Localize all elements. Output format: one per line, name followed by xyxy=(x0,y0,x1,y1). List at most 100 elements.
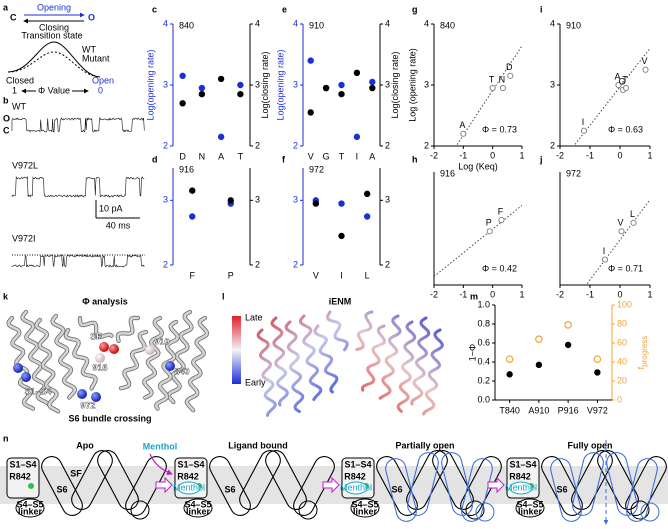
data-point xyxy=(338,81,345,89)
scale-label: 10 pA xyxy=(99,203,123,213)
s6-label: S6 xyxy=(224,484,235,494)
residue-label: S1–S4 xyxy=(24,386,51,396)
helix xyxy=(51,314,77,399)
y-axis-label: Log(opening rate) xyxy=(145,49,155,120)
y2-tick-label: 0 xyxy=(617,394,622,404)
ligand-site xyxy=(509,481,533,495)
pore-helix xyxy=(130,500,150,520)
annotation: 972 xyxy=(566,168,581,178)
linker-label: S4–S5 xyxy=(16,499,43,509)
data-point xyxy=(179,100,186,107)
y-tick-label: 0.2 xyxy=(477,375,490,385)
color-bar-label: Early xyxy=(245,377,266,387)
residue-sphere xyxy=(95,353,105,363)
helix-cylinder xyxy=(209,456,251,516)
panel-letter: n xyxy=(3,433,9,443)
panel-letter: l xyxy=(222,291,225,301)
data-point xyxy=(601,256,609,263)
data-point xyxy=(312,200,320,207)
helix-cylinder xyxy=(239,450,281,510)
data-point xyxy=(217,75,225,83)
current-trace xyxy=(11,254,145,268)
x-tick-label: A xyxy=(369,151,375,161)
data-point xyxy=(338,232,345,240)
helix xyxy=(270,316,289,407)
ligand-site-label: Menthol xyxy=(173,482,205,492)
x-tick-label: L xyxy=(365,270,370,280)
data-point xyxy=(564,321,572,329)
y-tick-label: 3 xyxy=(293,79,298,89)
phi-label: Φ = 0.71 xyxy=(608,263,643,273)
residue-label: SF xyxy=(90,331,102,341)
helix xyxy=(313,324,339,394)
y2-axis-label: Log(closing rate) xyxy=(390,51,400,118)
y-tick-label: 2 xyxy=(550,140,555,150)
stage-title: Ligand bound xyxy=(228,440,287,450)
helix-cylinder xyxy=(125,456,167,516)
y-tick-label: 2 xyxy=(293,140,298,150)
trace-label: WT xyxy=(12,101,26,111)
phi-end: 1 xyxy=(12,85,17,95)
point-label: T xyxy=(622,74,628,84)
annotation: 910 xyxy=(309,20,324,30)
point-label: A xyxy=(614,71,620,81)
color-bar xyxy=(232,316,241,384)
x-tick-label: -1 xyxy=(586,150,594,160)
data-point xyxy=(622,84,630,92)
data-point xyxy=(369,84,376,92)
point-label: T xyxy=(489,74,495,84)
helix-cylinder xyxy=(441,452,473,516)
vsd-label: S1–S4 xyxy=(344,459,371,469)
x-tick-label: V xyxy=(313,270,319,280)
residue-sphere xyxy=(145,345,155,355)
point-label: I xyxy=(603,246,606,256)
data-point xyxy=(507,72,514,79)
data-point xyxy=(369,78,376,86)
y2-tick-label: 60 xyxy=(617,337,627,347)
linker-label: linker xyxy=(518,506,543,516)
data-point xyxy=(338,90,345,98)
helix xyxy=(325,310,349,352)
vsd-label: S1–S4 xyxy=(9,459,36,469)
y-axis-label: 1−Φ xyxy=(467,344,477,361)
helix xyxy=(142,316,164,399)
data-point xyxy=(505,355,514,363)
x-tick-label: -2 xyxy=(556,150,564,160)
panel-letter: m xyxy=(470,291,478,301)
s6-label: S6 xyxy=(56,484,67,494)
data-point xyxy=(363,190,371,198)
y-tick-label: 2 xyxy=(424,140,429,150)
residue-sphere xyxy=(13,363,23,373)
sf-label: SF xyxy=(70,468,82,478)
y-tick-label: 2 xyxy=(293,259,298,269)
y2-label-main: Log(closing rate) xyxy=(390,51,400,118)
data-point xyxy=(189,213,196,220)
ligand-site xyxy=(344,481,368,495)
ligand-site-label: Menthol xyxy=(505,482,537,492)
x-tick-label: T840 xyxy=(499,405,520,415)
linker xyxy=(183,498,213,518)
current-trace xyxy=(11,117,145,133)
x-tick-label: I xyxy=(356,151,359,161)
data-point xyxy=(307,109,314,116)
data-point xyxy=(227,197,234,204)
helix-cylinder xyxy=(407,452,439,516)
energy-curve-mutant xyxy=(7,51,101,78)
x-tick-label: 0 xyxy=(490,150,495,160)
helix-cylinder xyxy=(571,450,613,510)
residue-sphere xyxy=(91,392,101,402)
data-point xyxy=(189,187,196,194)
residue-sphere xyxy=(109,344,119,354)
panel-letter: h xyxy=(412,154,418,164)
y2-tick-label: 4 xyxy=(255,18,260,28)
ligand-arrow xyxy=(149,453,173,476)
ligand-label: Menthol xyxy=(143,441,178,451)
data-point xyxy=(498,216,505,224)
x-tick-label: 0 xyxy=(490,289,495,299)
helix-cylinder xyxy=(572,452,604,516)
stage-title: Apo xyxy=(76,440,94,450)
panel-letter: g xyxy=(412,4,418,14)
state-label: O xyxy=(88,12,95,22)
x-tick-label: -2 xyxy=(430,150,438,160)
arrow-label: Closing xyxy=(39,22,69,32)
